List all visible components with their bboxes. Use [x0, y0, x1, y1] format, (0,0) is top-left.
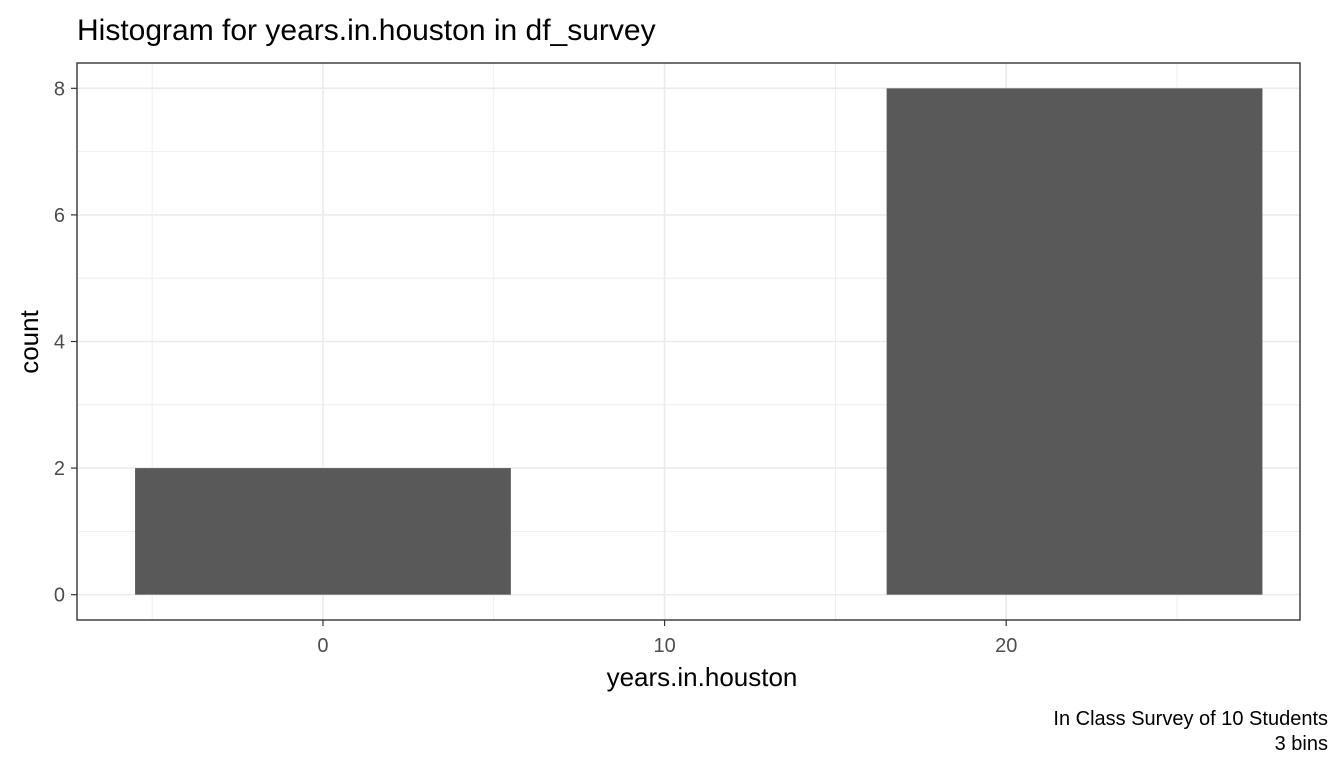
x-axis-ticks: 0 10 20 [317, 620, 1017, 657]
chart-title: Histogram for years.in.houston in df_sur… [77, 14, 656, 47]
x-tick-label: 10 [653, 635, 675, 657]
y-tick-label: 4 [54, 332, 65, 354]
x-tick-label: 0 [317, 635, 328, 657]
x-tick-label: 20 [995, 635, 1017, 657]
y-tick-label: 8 [54, 78, 65, 100]
y-tick-label: 2 [54, 458, 65, 480]
y-tick-label: 6 [54, 205, 65, 227]
histogram-bars [135, 88, 1263, 595]
histogram-bar-0 [135, 468, 511, 595]
x-axis-title: years.in.houston [607, 662, 798, 692]
histogram-bar-2 [886, 88, 1263, 595]
y-tick-label: 0 [54, 585, 65, 607]
y-axis-ticks: 0 2 4 6 8 [54, 78, 77, 607]
y-axis-title: count [14, 309, 44, 373]
caption-line-1: In Class Survey of 10 Students [1053, 708, 1328, 730]
caption-line-2: 3 bins [1275, 733, 1328, 755]
